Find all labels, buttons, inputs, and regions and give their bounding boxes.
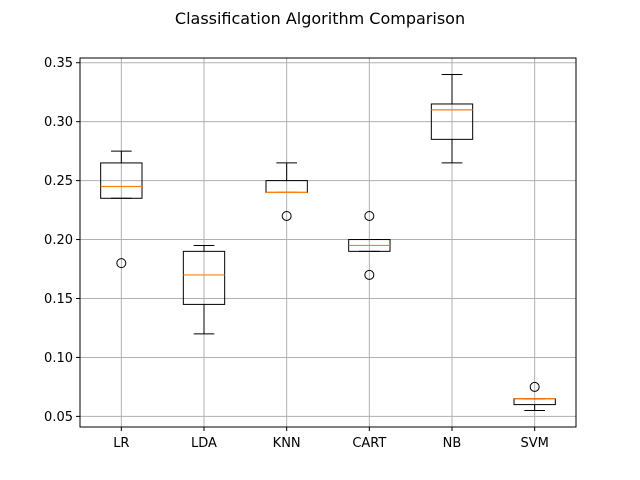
boxes bbox=[100, 74, 556, 411]
iqr-box bbox=[100, 162, 143, 199]
grid-lines bbox=[80, 58, 576, 427]
outlier-point bbox=[529, 381, 540, 392]
y-axis-ticks: 0.05 0.10 0.15 0.20 0.25 0.30 0.35 bbox=[44, 56, 80, 425]
outlier-point bbox=[364, 210, 375, 221]
y-tick-label: 0.10 bbox=[44, 351, 73, 366]
y-tick-label: 0.15 bbox=[44, 292, 73, 307]
box-knn bbox=[265, 162, 308, 221]
box-cart bbox=[348, 210, 391, 280]
y-tick-label: 0.25 bbox=[44, 174, 73, 189]
plot-frame bbox=[79, 57, 577, 428]
iqr-box bbox=[430, 103, 474, 140]
x-tick-label: LR bbox=[113, 436, 129, 451]
x-tick-label: LDA bbox=[191, 436, 217, 451]
y-tick-label: 0.35 bbox=[44, 56, 73, 71]
x-tick-label: NB bbox=[443, 436, 462, 451]
x-axis-ticks: LR LDA KNN CART NB SVM bbox=[113, 427, 549, 451]
box-lda bbox=[182, 244, 226, 335]
outlier-point bbox=[116, 258, 127, 269]
x-tick-label: CART bbox=[352, 436, 386, 451]
iqr-box bbox=[182, 250, 226, 305]
chart-title: Classification Algorithm Comparison bbox=[175, 9, 465, 28]
x-tick-label: SVM bbox=[520, 436, 548, 451]
box-svm bbox=[513, 381, 556, 411]
x-tick-label: KNN bbox=[273, 436, 301, 451]
y-tick-label: 0.30 bbox=[44, 115, 73, 130]
outlier-point bbox=[281, 210, 292, 221]
box-lr bbox=[100, 150, 143, 269]
y-tick-label: 0.20 bbox=[44, 233, 73, 248]
y-tick-label: 0.05 bbox=[44, 410, 73, 425]
box-nb bbox=[430, 74, 474, 164]
outlier-point bbox=[364, 269, 375, 280]
